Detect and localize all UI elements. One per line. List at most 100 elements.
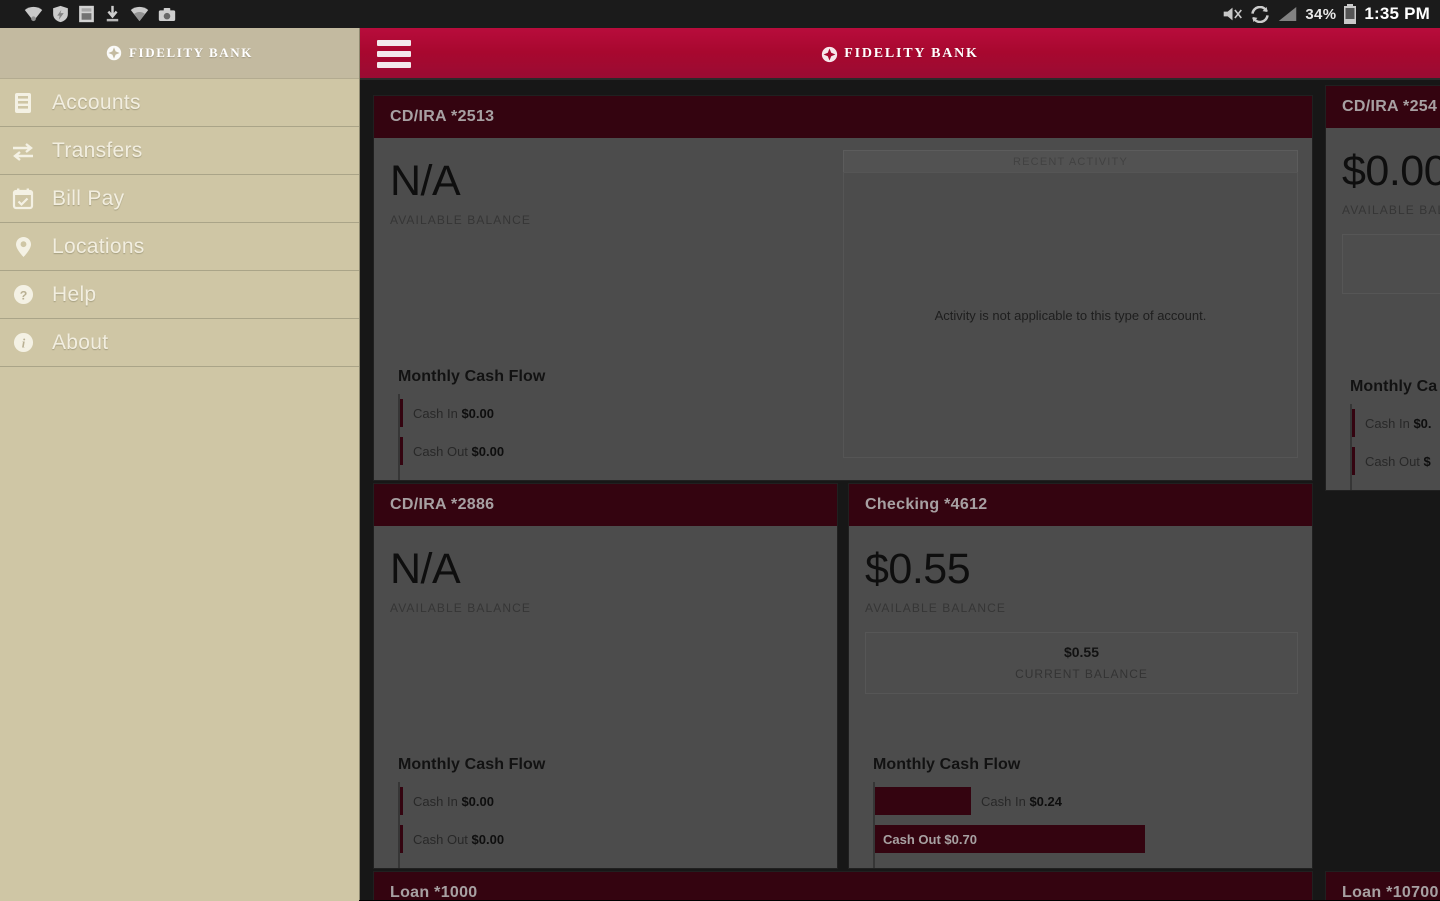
header-brand-lockup: FIDELITY BANK xyxy=(360,28,1440,80)
available-balance-label: AVAILABLE BALANCE xyxy=(390,601,531,615)
sidebar-item-label: Help xyxy=(52,282,97,306)
account-card-header: Loan *1000 xyxy=(374,872,1312,900)
cash-in-bar xyxy=(400,399,403,427)
status-bar-left-icons xyxy=(10,5,176,23)
svg-text:i: i xyxy=(21,336,25,350)
available-balance-label: AVAILABLE BAL xyxy=(1342,203,1440,217)
account-card-body: N/A AVAILABLE BALANCE Monthly Cash Flow … xyxy=(374,138,1312,480)
sidebar-item-label: Transfers xyxy=(52,138,143,162)
monthly-cash-flow-chart: Monthly Ca Cash In $0. Cash Ou xyxy=(1350,378,1440,490)
available-balance-label: AVAILABLE BALANCE xyxy=(390,213,531,227)
download-icon xyxy=(104,5,121,23)
sidebar-item-about[interactable]: i About xyxy=(0,319,359,367)
battery-icon xyxy=(1343,4,1357,24)
account-card[interactable]: CD/IRA *2513 N/A AVAILABLE BALANCE Month… xyxy=(373,95,1313,481)
sidebar-item-bill-pay[interactable]: Bill Pay xyxy=(0,175,359,223)
sidebar-item-label: Accounts xyxy=(52,90,141,114)
clock-label: 1:35 PM xyxy=(1364,4,1430,23)
cash-in-bar xyxy=(1352,409,1355,437)
cash-in-label: Cash In $0. xyxy=(1365,415,1432,431)
available-balance-amount: $0.55 xyxy=(865,545,971,593)
account-card-header: CD/IRA *2886 xyxy=(374,484,837,526)
account-title: CD/IRA *254 xyxy=(1342,98,1438,115)
recent-activity-title: RECENT ACTIVITY xyxy=(1013,155,1128,168)
cash-out-row: Cash Out $0.00 xyxy=(398,820,818,858)
app-header: FIDELITY BANK xyxy=(360,28,1440,80)
help-icon: ? xyxy=(10,282,36,308)
account-card[interactable]: CD/IRA *2886 N/A AVAILABLE BALANCE Month… xyxy=(373,483,838,869)
cash-out-bar xyxy=(1352,447,1355,475)
current-balance-box xyxy=(1342,234,1440,294)
cash-in-row: Cash In $0. xyxy=(1350,404,1440,442)
shield-icon xyxy=(52,5,69,23)
cash-in-bar xyxy=(400,787,403,815)
current-balance-label: CURRENT BALANCE xyxy=(1015,667,1148,681)
account-title: CD/IRA *2886 xyxy=(390,496,495,513)
cash-out-label: Cash Out $0.00 xyxy=(413,443,505,459)
cash-flow-title: Monthly Cash Flow xyxy=(398,756,546,773)
cash-out-label: Cash Out $0.70 xyxy=(883,831,977,847)
sdcard-icon xyxy=(78,5,95,23)
location-pin-icon xyxy=(10,234,36,260)
sidebar-item-label: Locations xyxy=(52,234,145,258)
balance-column: $0.55 AVAILABLE BALANCE $0.55 CURRENT BA… xyxy=(849,526,1312,868)
balance-column: $0.00 AVAILABLE BAL Monthly Ca Cash In $… xyxy=(1326,128,1440,490)
chart-axis xyxy=(398,394,400,480)
cash-in-row: Cash In $0.00 xyxy=(398,394,818,432)
cash-in-label: Cash In $0.00 xyxy=(413,405,494,421)
cash-flow-title: Monthly Ca xyxy=(1350,378,1438,395)
sidebar-item-label: About xyxy=(52,330,109,354)
cash-in-label: Cash In $0.00 xyxy=(413,793,494,809)
sidebar-item-accounts[interactable]: Accounts xyxy=(0,79,359,127)
cash-in-label: Cash In $0.24 xyxy=(981,793,1062,809)
recent-activity-body: Activity is not applicable to this type … xyxy=(843,172,1298,458)
account-title: Loan *1000 xyxy=(390,884,478,900)
sidebar-item-locations[interactable]: Locations xyxy=(0,223,359,271)
balance-column: N/A AVAILABLE BALANCE Monthly Cash Flow … xyxy=(374,138,843,480)
sidebar-item-transfers[interactable]: Transfers xyxy=(0,127,359,175)
android-status-bar: 34% 1:35 PM xyxy=(0,0,1440,28)
status-bar-right-icons: 34% 1:35 PM xyxy=(1222,4,1430,24)
transfers-icon xyxy=(10,138,36,164)
cash-out-label: Cash Out $0.00 xyxy=(413,831,505,847)
drawer-brand-header: FIDELITY BANK xyxy=(0,28,359,79)
svg-text:?: ? xyxy=(19,288,27,302)
cash-in-row: Cash In $0.24 xyxy=(873,782,1293,820)
current-balance-amount: $0.55 xyxy=(1063,644,1100,660)
fidelity-clover-logo-icon xyxy=(821,46,838,63)
monthly-cash-flow-chart: Monthly Cash Flow Cash In $0.00 xyxy=(398,756,818,868)
cash-in-bar xyxy=(875,787,971,815)
recent-activity-column: RECENT ACTIVITY Activity is not applicab… xyxy=(843,138,1312,480)
chart-axis xyxy=(873,782,875,868)
account-card-body: $0.00 AVAILABLE BAL Monthly Ca Cash In $… xyxy=(1326,128,1440,490)
camera-icon xyxy=(158,7,176,22)
cash-out-label: Cash Out $ xyxy=(1365,453,1431,469)
battery-percent-label: 34% xyxy=(1305,5,1337,23)
sync-icon xyxy=(1250,5,1270,23)
monthly-cash-flow-chart: Monthly Cash Flow Cash In $0.00 xyxy=(398,368,818,480)
account-card[interactable]: CD/IRA *254 $0.00 AVAILABLE BAL Monthly … xyxy=(1325,85,1440,491)
recent-activity-header: RECENT ACTIVITY xyxy=(843,150,1298,172)
navigation-drawer[interactable]: FIDELITY BANK Accounts Transfers Bill Pa… xyxy=(0,28,360,901)
available-balance-label: AVAILABLE BALANCE xyxy=(865,601,1006,615)
account-card[interactable]: Loan *1000 xyxy=(373,871,1313,900)
chart-axis xyxy=(1350,404,1352,490)
cash-flow-title: Monthly Cash Flow xyxy=(873,756,1021,773)
account-card-body: N/A AVAILABLE BALANCE Monthly Cash Flow … xyxy=(374,526,837,868)
current-balance-box: $0.55 CURRENT BALANCE xyxy=(865,632,1298,694)
drawer-brand-label: FIDELITY BANK xyxy=(129,45,253,60)
accounts-scroll-area[interactable]: CD/IRA *2513 N/A AVAILABLE BALANCE Month… xyxy=(360,80,1440,900)
sidebar-item-help[interactable]: ? Help xyxy=(0,271,359,319)
cash-flow-title: Monthly Cash Flow xyxy=(398,368,546,385)
hamburger-icon[interactable] xyxy=(375,39,413,69)
account-card[interactable]: Checking *4612 $0.55 AVAILABLE BALANCE $… xyxy=(848,483,1313,869)
available-balance-amount: $0.00 xyxy=(1342,147,1440,195)
cash-out-bar xyxy=(400,825,403,853)
account-card[interactable]: Loan *10700 xyxy=(1325,871,1440,900)
mute-icon xyxy=(1222,6,1243,22)
wifi-signal-icon xyxy=(130,6,149,22)
fidelity-clover-logo-icon xyxy=(106,45,122,61)
brand-lockup: FIDELITY BANK xyxy=(106,45,253,61)
cash-out-bar: Cash Out $0.70 xyxy=(875,825,1145,853)
activity-empty-message: Activity is not applicable to this type … xyxy=(934,307,1207,323)
